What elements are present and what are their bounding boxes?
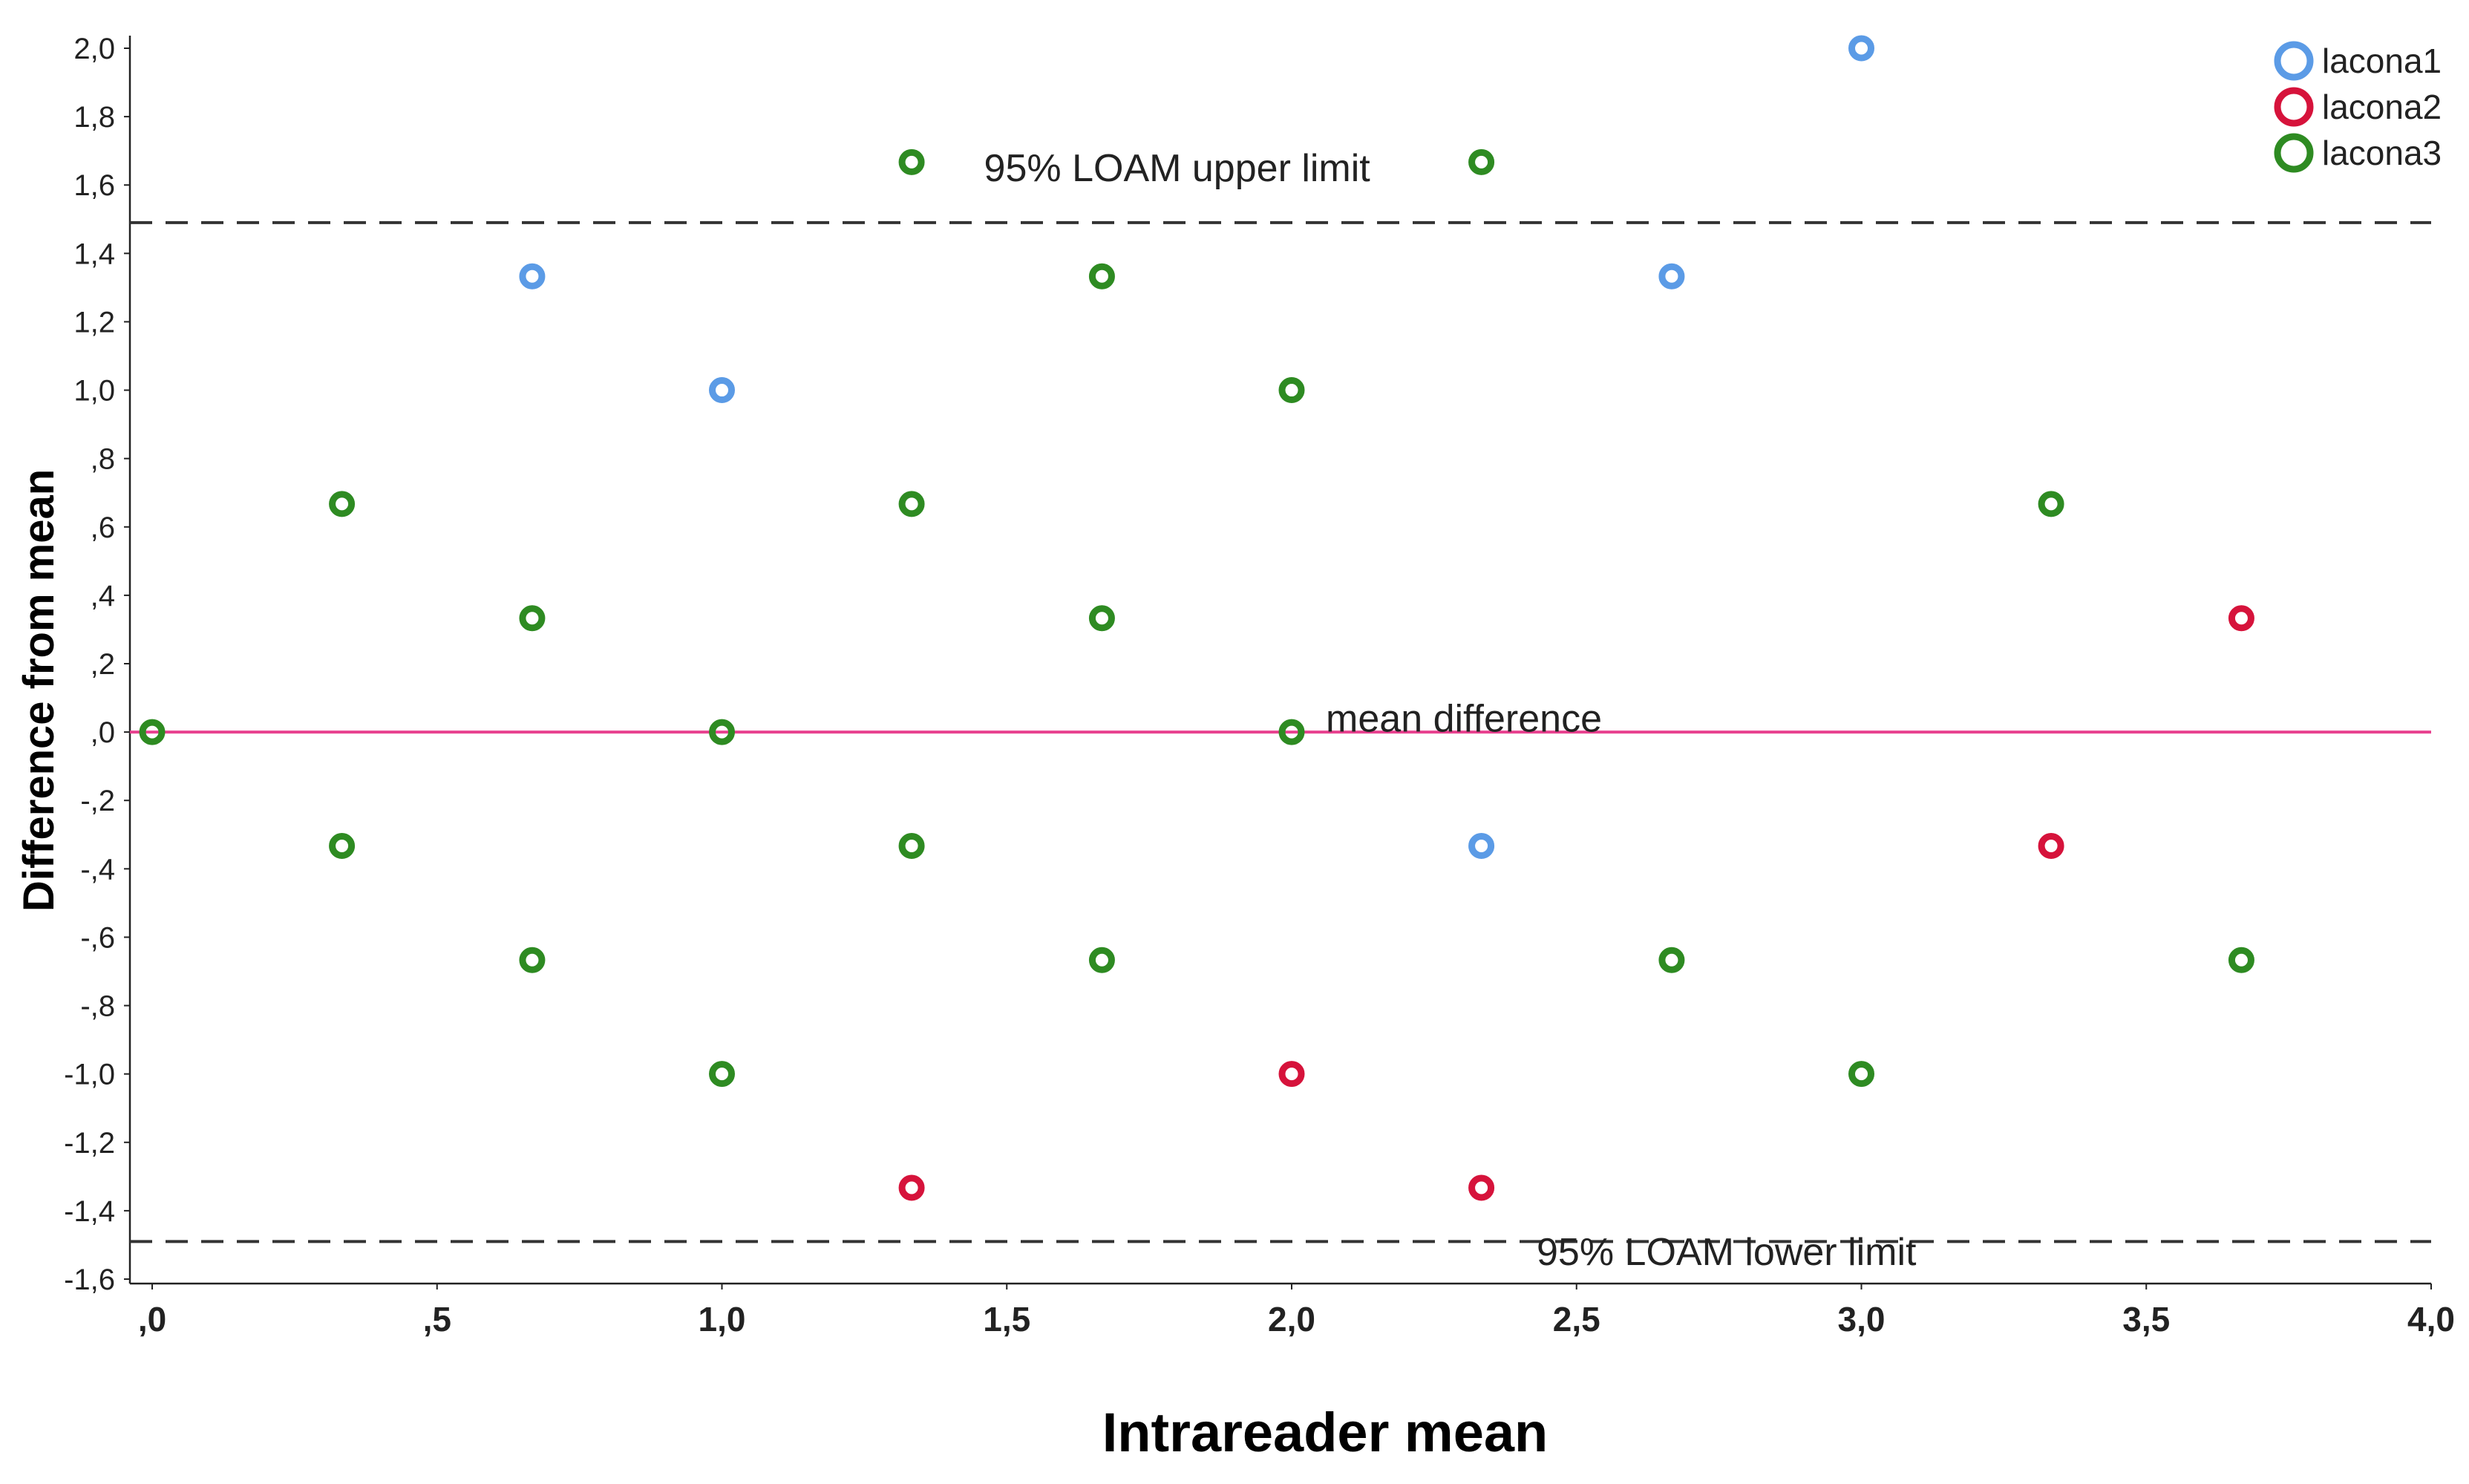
legend-label-lacona1: lacona1: [2322, 42, 2442, 80]
lacona3-point: [2038, 491, 2064, 517]
mean-difference-label: mean difference: [1326, 698, 1602, 741]
y-tick-label: -,8: [80, 990, 115, 1023]
x-axis-title: Intrareader mean: [1102, 1402, 1549, 1463]
y-tick-label: 1,4: [73, 238, 115, 270]
lacona3-point: [519, 947, 546, 973]
lacona3-point: [709, 1061, 735, 1088]
x-tick-label: 3,5: [2122, 1300, 2170, 1338]
y-tick-label: ,0: [91, 716, 115, 749]
y-tick-label: -,2: [80, 785, 115, 817]
x-tick-label: 3,0: [1838, 1300, 1886, 1338]
y-tick-label: 1,0: [73, 375, 115, 408]
lacona3-point: [1088, 947, 1115, 973]
axes: 2,0 1,8 1,6 1,4 1,2 1,0 ,8 ,6 ,4 ,2 ,0 -,2 -,4 -,6 -,8…: [64, 33, 2455, 1338]
upper-limit-label: 95% LOAM upper limit: [984, 147, 1371, 190]
lacona1-point: [519, 263, 546, 290]
y-tick-label: ,6: [91, 511, 115, 544]
x-tick-label: 4,0: [2407, 1300, 2455, 1338]
lacona1-point: [1658, 263, 1685, 290]
legend-label-lacona3: lacona3: [2322, 134, 2442, 172]
lacona3-point: [1278, 377, 1305, 404]
lacona2-point: [898, 1174, 925, 1201]
lacona2-point: [1278, 1061, 1305, 1088]
legend-marker-lacona2: [2274, 87, 2314, 127]
lacona3-point: [1848, 1061, 1874, 1088]
lacona3-point: [519, 605, 546, 632]
lacona3-point: [2228, 947, 2254, 973]
lacona1-point: [1468, 832, 1495, 859]
y-tick-label: 1,2: [73, 306, 115, 339]
lacona3-point: [898, 148, 925, 175]
y-tick-label: -1,6: [64, 1264, 115, 1296]
y-axis-title: Difference from mean: [15, 469, 63, 912]
x-tick-label: 1,0: [699, 1300, 746, 1338]
x-tick-label: 2,5: [1553, 1300, 1600, 1338]
y-tick-label: -1,0: [64, 1059, 115, 1091]
legend-marker-lacona1: [2274, 41, 2314, 81]
lower-limit-label: 95% LOAM lower limit: [1537, 1231, 1917, 1274]
lacona3-point: [329, 832, 356, 859]
lacona2-point: [1468, 1174, 1495, 1201]
legend-label-lacona2: lacona2: [2322, 88, 2442, 126]
x-tick-label: 1,5: [983, 1300, 1030, 1338]
lacona3-point: [1658, 947, 1685, 973]
y-tick-label: ,4: [91, 580, 115, 612]
lacona3-point: [329, 491, 356, 517]
data-points: [139, 35, 2254, 1201]
lacona2-point: [2228, 605, 2254, 632]
y-tick-label: 1,8: [73, 101, 115, 134]
lacona3-point: [1468, 148, 1495, 175]
reference-lines: 95% LOAM upper limit mean difference 95% L…: [130, 147, 2431, 1274]
y-tick-label: ,8: [91, 443, 115, 476]
y-tick-label: -1,4: [64, 1195, 115, 1228]
lacona3-point: [139, 719, 166, 745]
lacona3-point: [1278, 719, 1305, 745]
y-tick-label: 2,0: [73, 33, 115, 65]
legend: lacona1 lacona2 lacona3: [2274, 41, 2442, 173]
x-tick-label: ,0: [138, 1300, 166, 1338]
lacona3-point: [898, 832, 925, 859]
x-tick-label: 2,0: [1268, 1300, 1315, 1338]
lacona1-point: [1848, 35, 1874, 62]
y-tick-label: -1,2: [64, 1127, 115, 1160]
legend-marker-lacona3: [2274, 133, 2314, 173]
y-tick-label: -,6: [80, 921, 115, 954]
lacona3-point: [1088, 263, 1115, 290]
lacona3-point: [709, 719, 735, 745]
y-tick-label: 1,6: [73, 169, 115, 202]
lacona2-point: [2038, 832, 2064, 859]
lacona3-point: [898, 491, 925, 517]
lacona3-point: [1088, 605, 1115, 632]
y-tick-label: ,2: [91, 648, 115, 681]
x-tick-label: ,5: [423, 1300, 451, 1338]
y-tick-label: -,4: [80, 853, 115, 886]
lacona1-point: [709, 377, 735, 404]
